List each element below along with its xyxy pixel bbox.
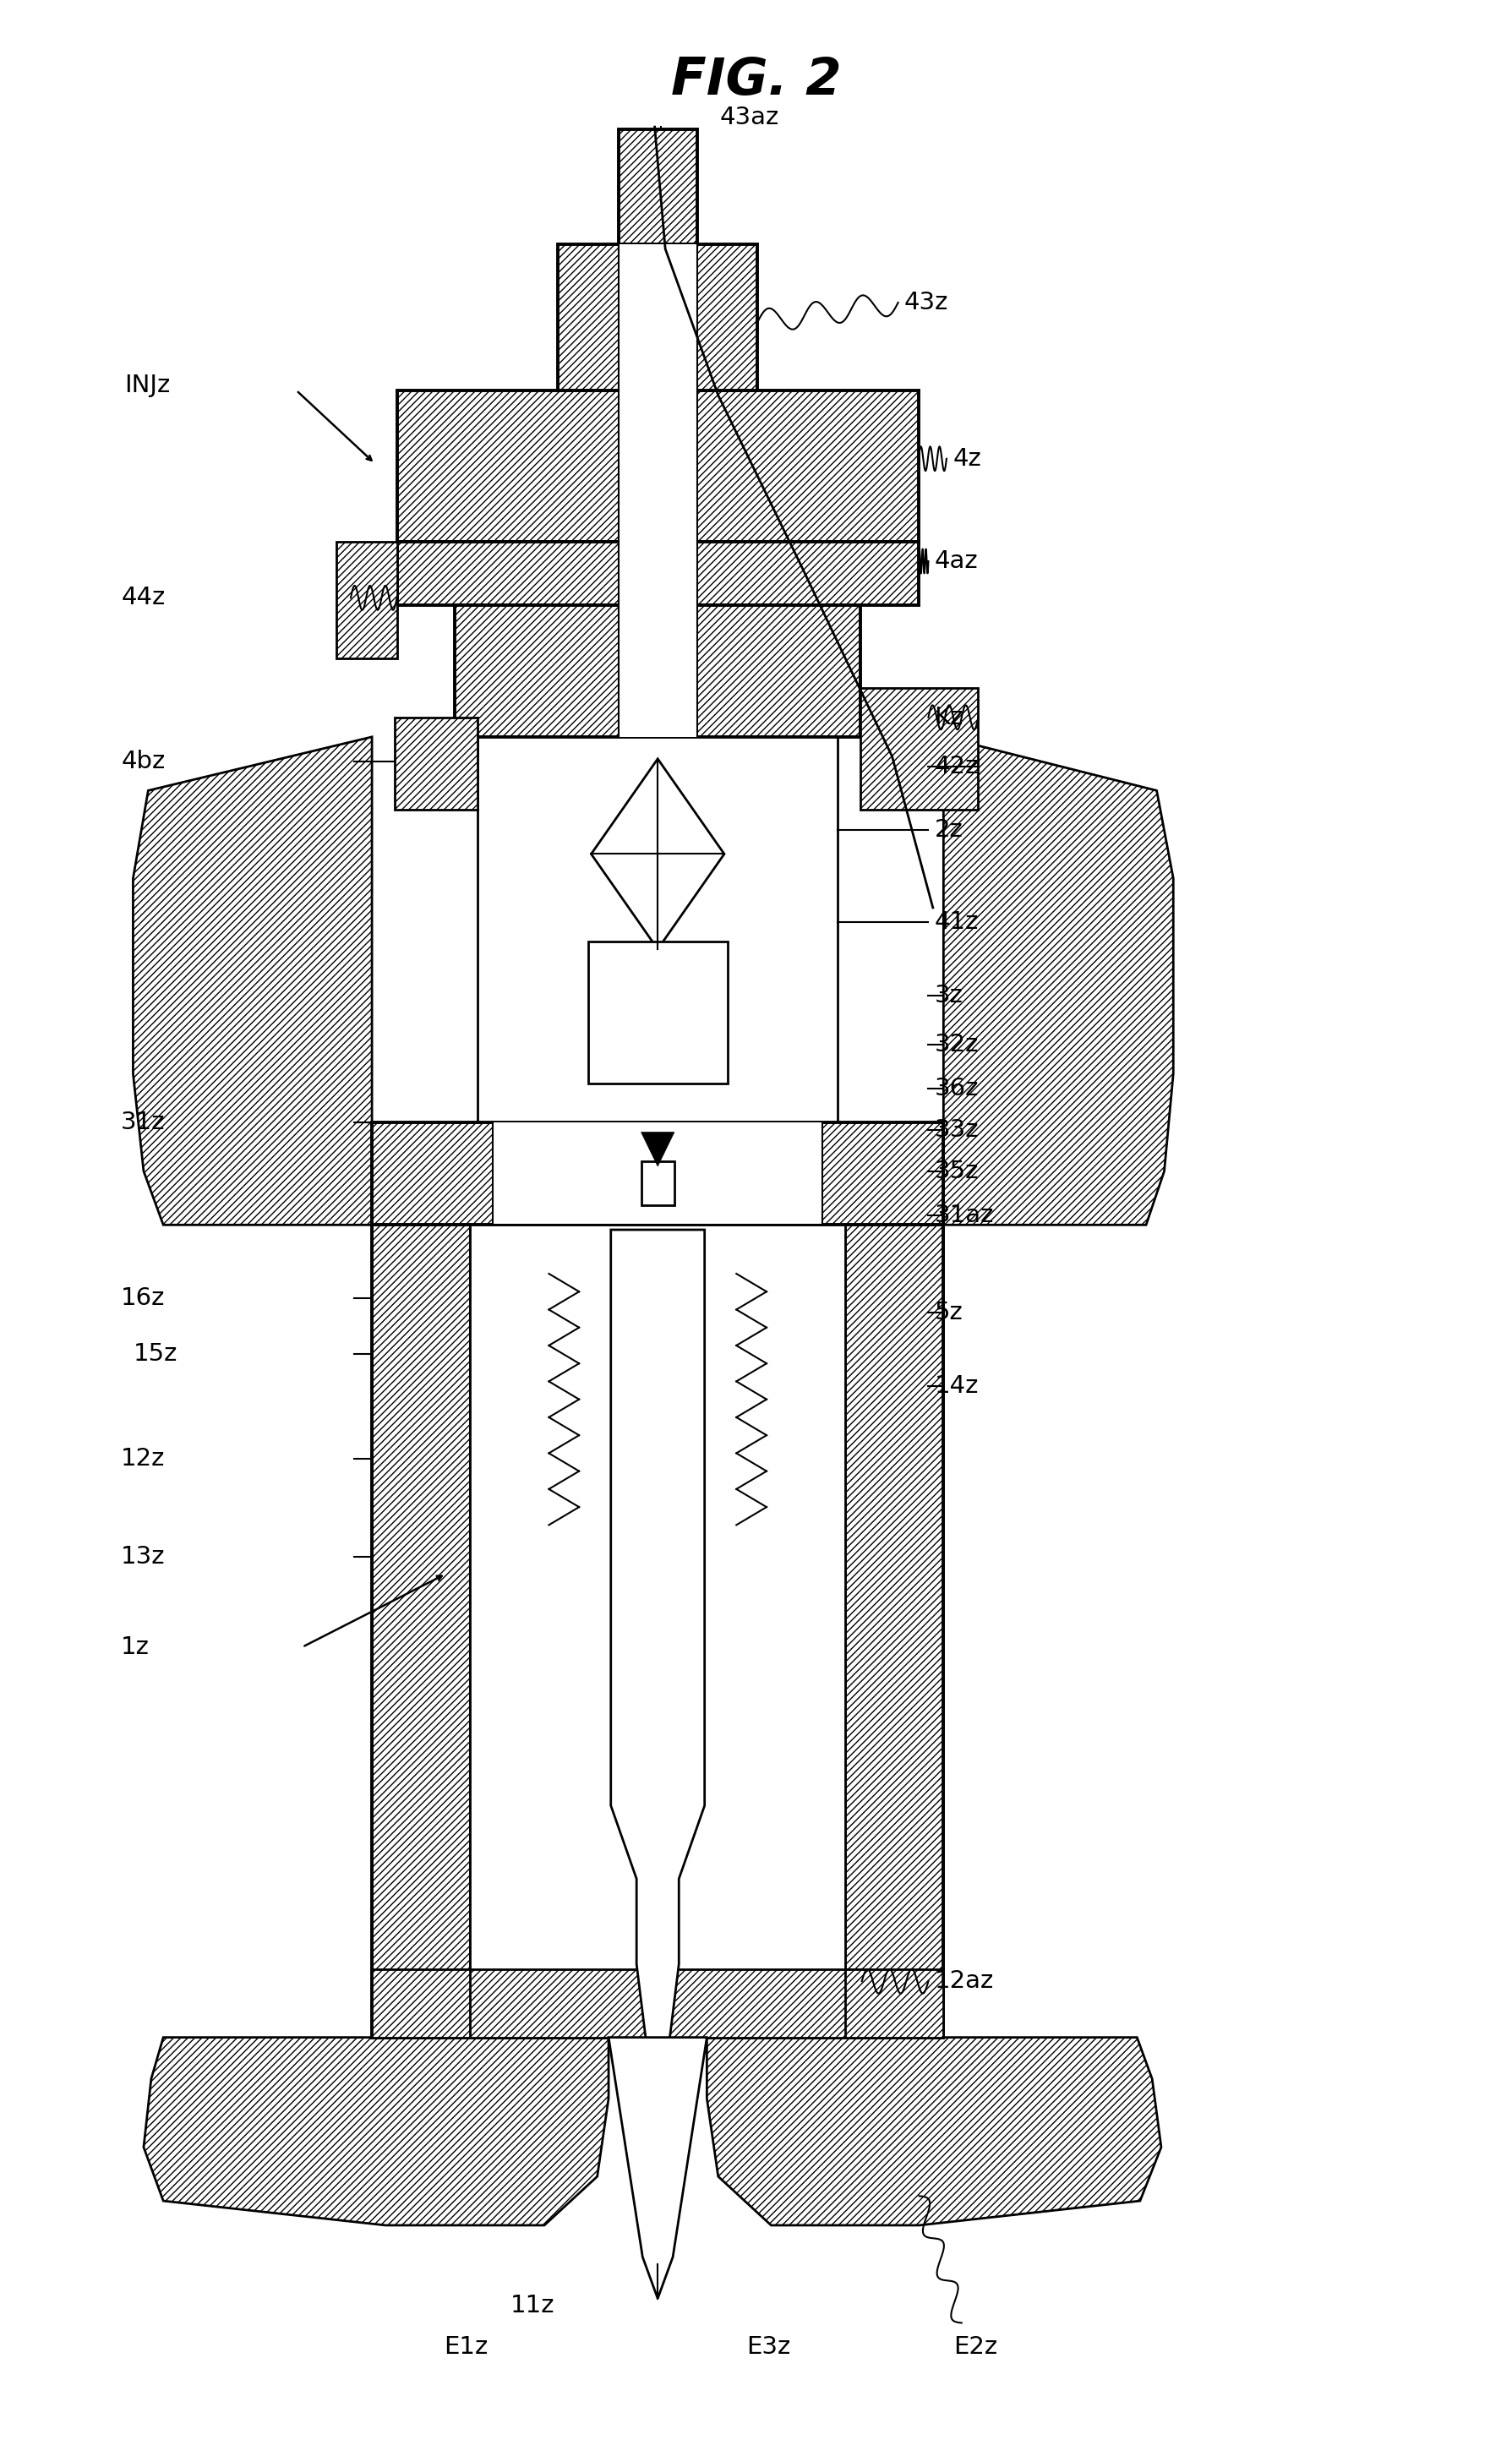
Text: 13z: 13z — [121, 1545, 165, 1569]
Text: E3z: E3z — [745, 2335, 791, 2359]
Polygon shape — [706, 2037, 1161, 2225]
Text: 36z: 36z — [934, 1076, 978, 1100]
Bar — [478, 737, 838, 1122]
Bar — [588, 942, 727, 1083]
Bar — [396, 542, 918, 605]
Text: 4bz: 4bz — [121, 749, 165, 773]
Bar — [860, 688, 978, 810]
Text: 4z: 4z — [953, 447, 981, 471]
Polygon shape — [608, 2037, 706, 2298]
Text: 44z: 44z — [121, 586, 165, 610]
Bar — [845, 1225, 943, 2037]
Text: 31z: 31z — [121, 1110, 165, 1135]
Bar — [493, 1122, 823, 1225]
Text: 5z: 5z — [934, 1301, 963, 1325]
Text: 42z: 42z — [934, 754, 978, 778]
Text: 43z: 43z — [904, 290, 948, 315]
Text: INJz: INJz — [124, 373, 169, 398]
Polygon shape — [144, 2037, 608, 2225]
Bar — [454, 1969, 862, 2037]
Text: 33z: 33z — [934, 1118, 978, 1142]
Polygon shape — [133, 737, 372, 1225]
Text: 4az: 4az — [934, 549, 978, 573]
Bar — [618, 244, 697, 390]
Bar — [618, 542, 697, 737]
Text: 14z: 14z — [934, 1374, 978, 1398]
Polygon shape — [611, 1230, 705, 2091]
Bar — [396, 390, 918, 542]
Text: 31az: 31az — [934, 1203, 993, 1227]
Text: 32z: 32z — [934, 1032, 978, 1057]
Bar — [845, 1969, 943, 2037]
Text: 3z: 3z — [934, 983, 963, 1008]
Bar — [372, 1225, 470, 2037]
Text: 1z: 1z — [121, 1635, 150, 1659]
Bar — [395, 717, 478, 810]
Text: FIG. 2: FIG. 2 — [671, 56, 841, 105]
Bar — [336, 542, 396, 659]
Text: 43az: 43az — [720, 105, 779, 129]
Bar — [641, 1161, 674, 1205]
Text: 2z: 2z — [934, 817, 963, 842]
Polygon shape — [943, 737, 1173, 1225]
Text: 16z: 16z — [121, 1286, 165, 1310]
Text: 41z: 41z — [934, 910, 978, 935]
Bar — [618, 129, 697, 244]
Text: Kz: Kz — [934, 705, 963, 730]
Bar — [558, 244, 758, 390]
Text: 11z: 11z — [510, 2294, 555, 2318]
Text: E1z: E1z — [443, 2335, 488, 2359]
Bar — [470, 1225, 845, 2037]
Text: 15z: 15z — [133, 1342, 177, 1366]
Text: E2z: E2z — [953, 2335, 998, 2359]
Polygon shape — [641, 1132, 674, 1166]
Text: 35z: 35z — [934, 1159, 978, 1183]
Bar — [372, 1122, 943, 1225]
Bar — [372, 1969, 470, 2037]
Bar — [618, 390, 697, 542]
Text: 12z: 12z — [121, 1447, 165, 1471]
Polygon shape — [591, 759, 724, 949]
Bar — [455, 605, 860, 737]
Text: 12az: 12az — [934, 1969, 993, 1993]
